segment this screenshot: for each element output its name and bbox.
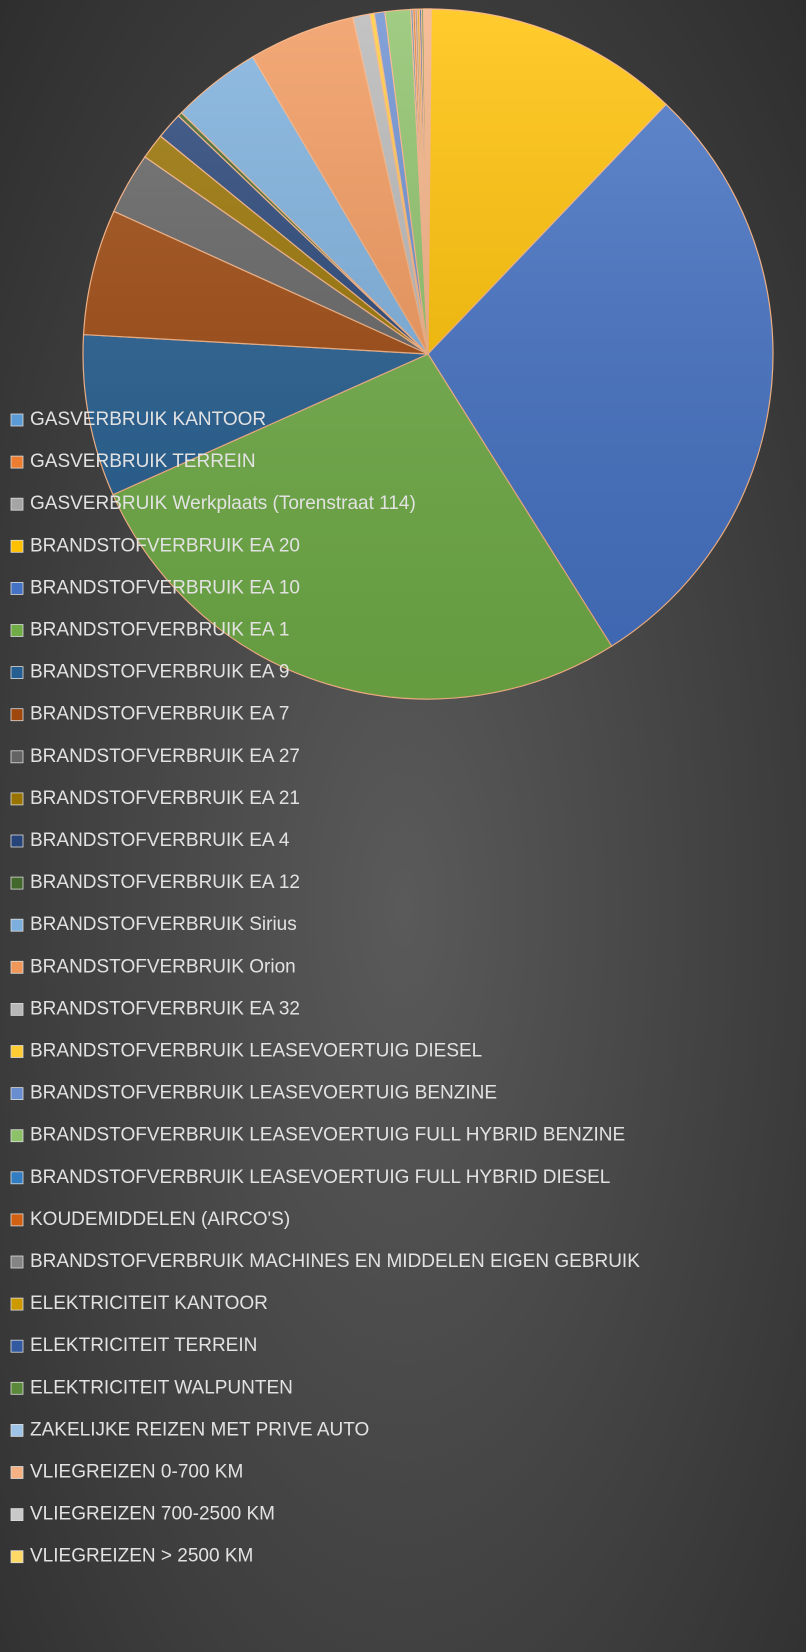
legend-swatch [10, 624, 24, 637]
legend-swatch [10, 497, 24, 511]
legend-label: ZAKELIJKE REIZEN MET PRIVE AUTO [30, 1419, 369, 1440]
legend-label: BRANDSTOFVERBRUIK MACHINES EN MIDDELEN E… [30, 1251, 640, 1272]
legend-label: BRANDSTOFVERBRUIK EA 20 [30, 535, 300, 556]
legend-swatch [10, 1045, 24, 1058]
legend-label: BRANDSTOFVERBRUIK LEASEVOERTUIG BENZINE [30, 1083, 497, 1104]
legend-swatch [10, 792, 24, 806]
legend: GASVERBRUIK KANTOOR GASVERBRUIK TERREIN GA… [10, 409, 640, 1567]
legend-swatch [10, 834, 24, 848]
legend-swatch [10, 1339, 24, 1353]
legend-swatch [10, 1550, 24, 1564]
legend-label: BRANDSTOFVERBRUIK EA 21 [30, 788, 300, 809]
legend-swatch [10, 1171, 24, 1185]
legend-label: BRANDSTOFVERBRUIK EA 1 [30, 620, 289, 641]
legend-swatch [10, 666, 24, 679]
legend-swatch [10, 1297, 24, 1311]
legend-swatch [10, 413, 24, 427]
legend-label: BRANDSTOFVERBRUIK EA 12 [30, 872, 300, 893]
legend-label: BRANDSTOFVERBRUIK EA 4 [30, 830, 290, 851]
legend-swatch [10, 960, 24, 974]
legend-label: BRANDSTOFVERBRUIK LEASEVOERTUIG DIESEL [30, 1041, 482, 1062]
legend-swatch [10, 1508, 24, 1521]
legend-label: KOUDEMIDDELEN (AIRCO'S) [30, 1209, 290, 1230]
legend-label: GASVERBRUIK TERREIN [30, 451, 256, 472]
legend-swatch [10, 750, 24, 764]
legend-label: VLIEGREIZEN 0-700 KM [30, 1462, 243, 1483]
legend-label: BRANDSTOFVERBRUIK LEASEVOERTUIG FULL HYB… [30, 1167, 610, 1188]
legend-swatch [10, 1255, 24, 1269]
legend-label: BRANDSTOFVERBRUIK EA 9 [30, 662, 289, 683]
legend-label: ELEKTRICITEIT TERREIN [30, 1335, 257, 1356]
legend-swatch [10, 708, 24, 722]
legend-swatch [10, 582, 24, 595]
legend-label: VLIEGREIZEN > 2500 KM [30, 1546, 253, 1567]
legend-label: ELEKTRICITEIT WALPUNTEN [30, 1377, 293, 1398]
legend-label: BRANDSTOFVERBRUIK EA 10 [30, 577, 300, 598]
legend-swatch [10, 876, 24, 890]
legend-label: BRANDSTOFVERBRUIK EA 7 [30, 704, 289, 725]
legend-label: ELEKTRICITEIT KANTOOR [30, 1293, 268, 1314]
legend-label: VLIEGREIZEN 700-2500 KM [30, 1504, 275, 1525]
legend-swatch [10, 455, 24, 469]
legend-swatch [10, 1381, 24, 1395]
legend-label: GASVERBRUIK Werkplaats (Torenstraat 114) [30, 493, 416, 514]
legend-swatch [10, 918, 24, 932]
legend-swatch [10, 539, 24, 553]
legend-swatch [10, 1213, 24, 1227]
legend-swatch [10, 1129, 24, 1143]
legend-label: BRANDSTOFVERBRUIK EA 32 [30, 998, 300, 1019]
legend-label: BRANDSTOFVERBRUIK LEASEVOERTUIG FULL HYB… [30, 1125, 625, 1146]
legend-swatch [10, 1466, 24, 1479]
legend-swatch [10, 1003, 24, 1016]
legend-label: BRANDSTOFVERBRUIK EA 27 [30, 746, 300, 767]
legend-swatch [10, 1424, 24, 1437]
legend-swatch [10, 1087, 24, 1100]
legend-label: GASVERBRUIK KANTOOR [30, 409, 266, 430]
legend-label: BRANDSTOFVERBRUIK Sirius [30, 914, 297, 935]
legend-label: BRANDSTOFVERBRUIK Orion [30, 956, 296, 977]
